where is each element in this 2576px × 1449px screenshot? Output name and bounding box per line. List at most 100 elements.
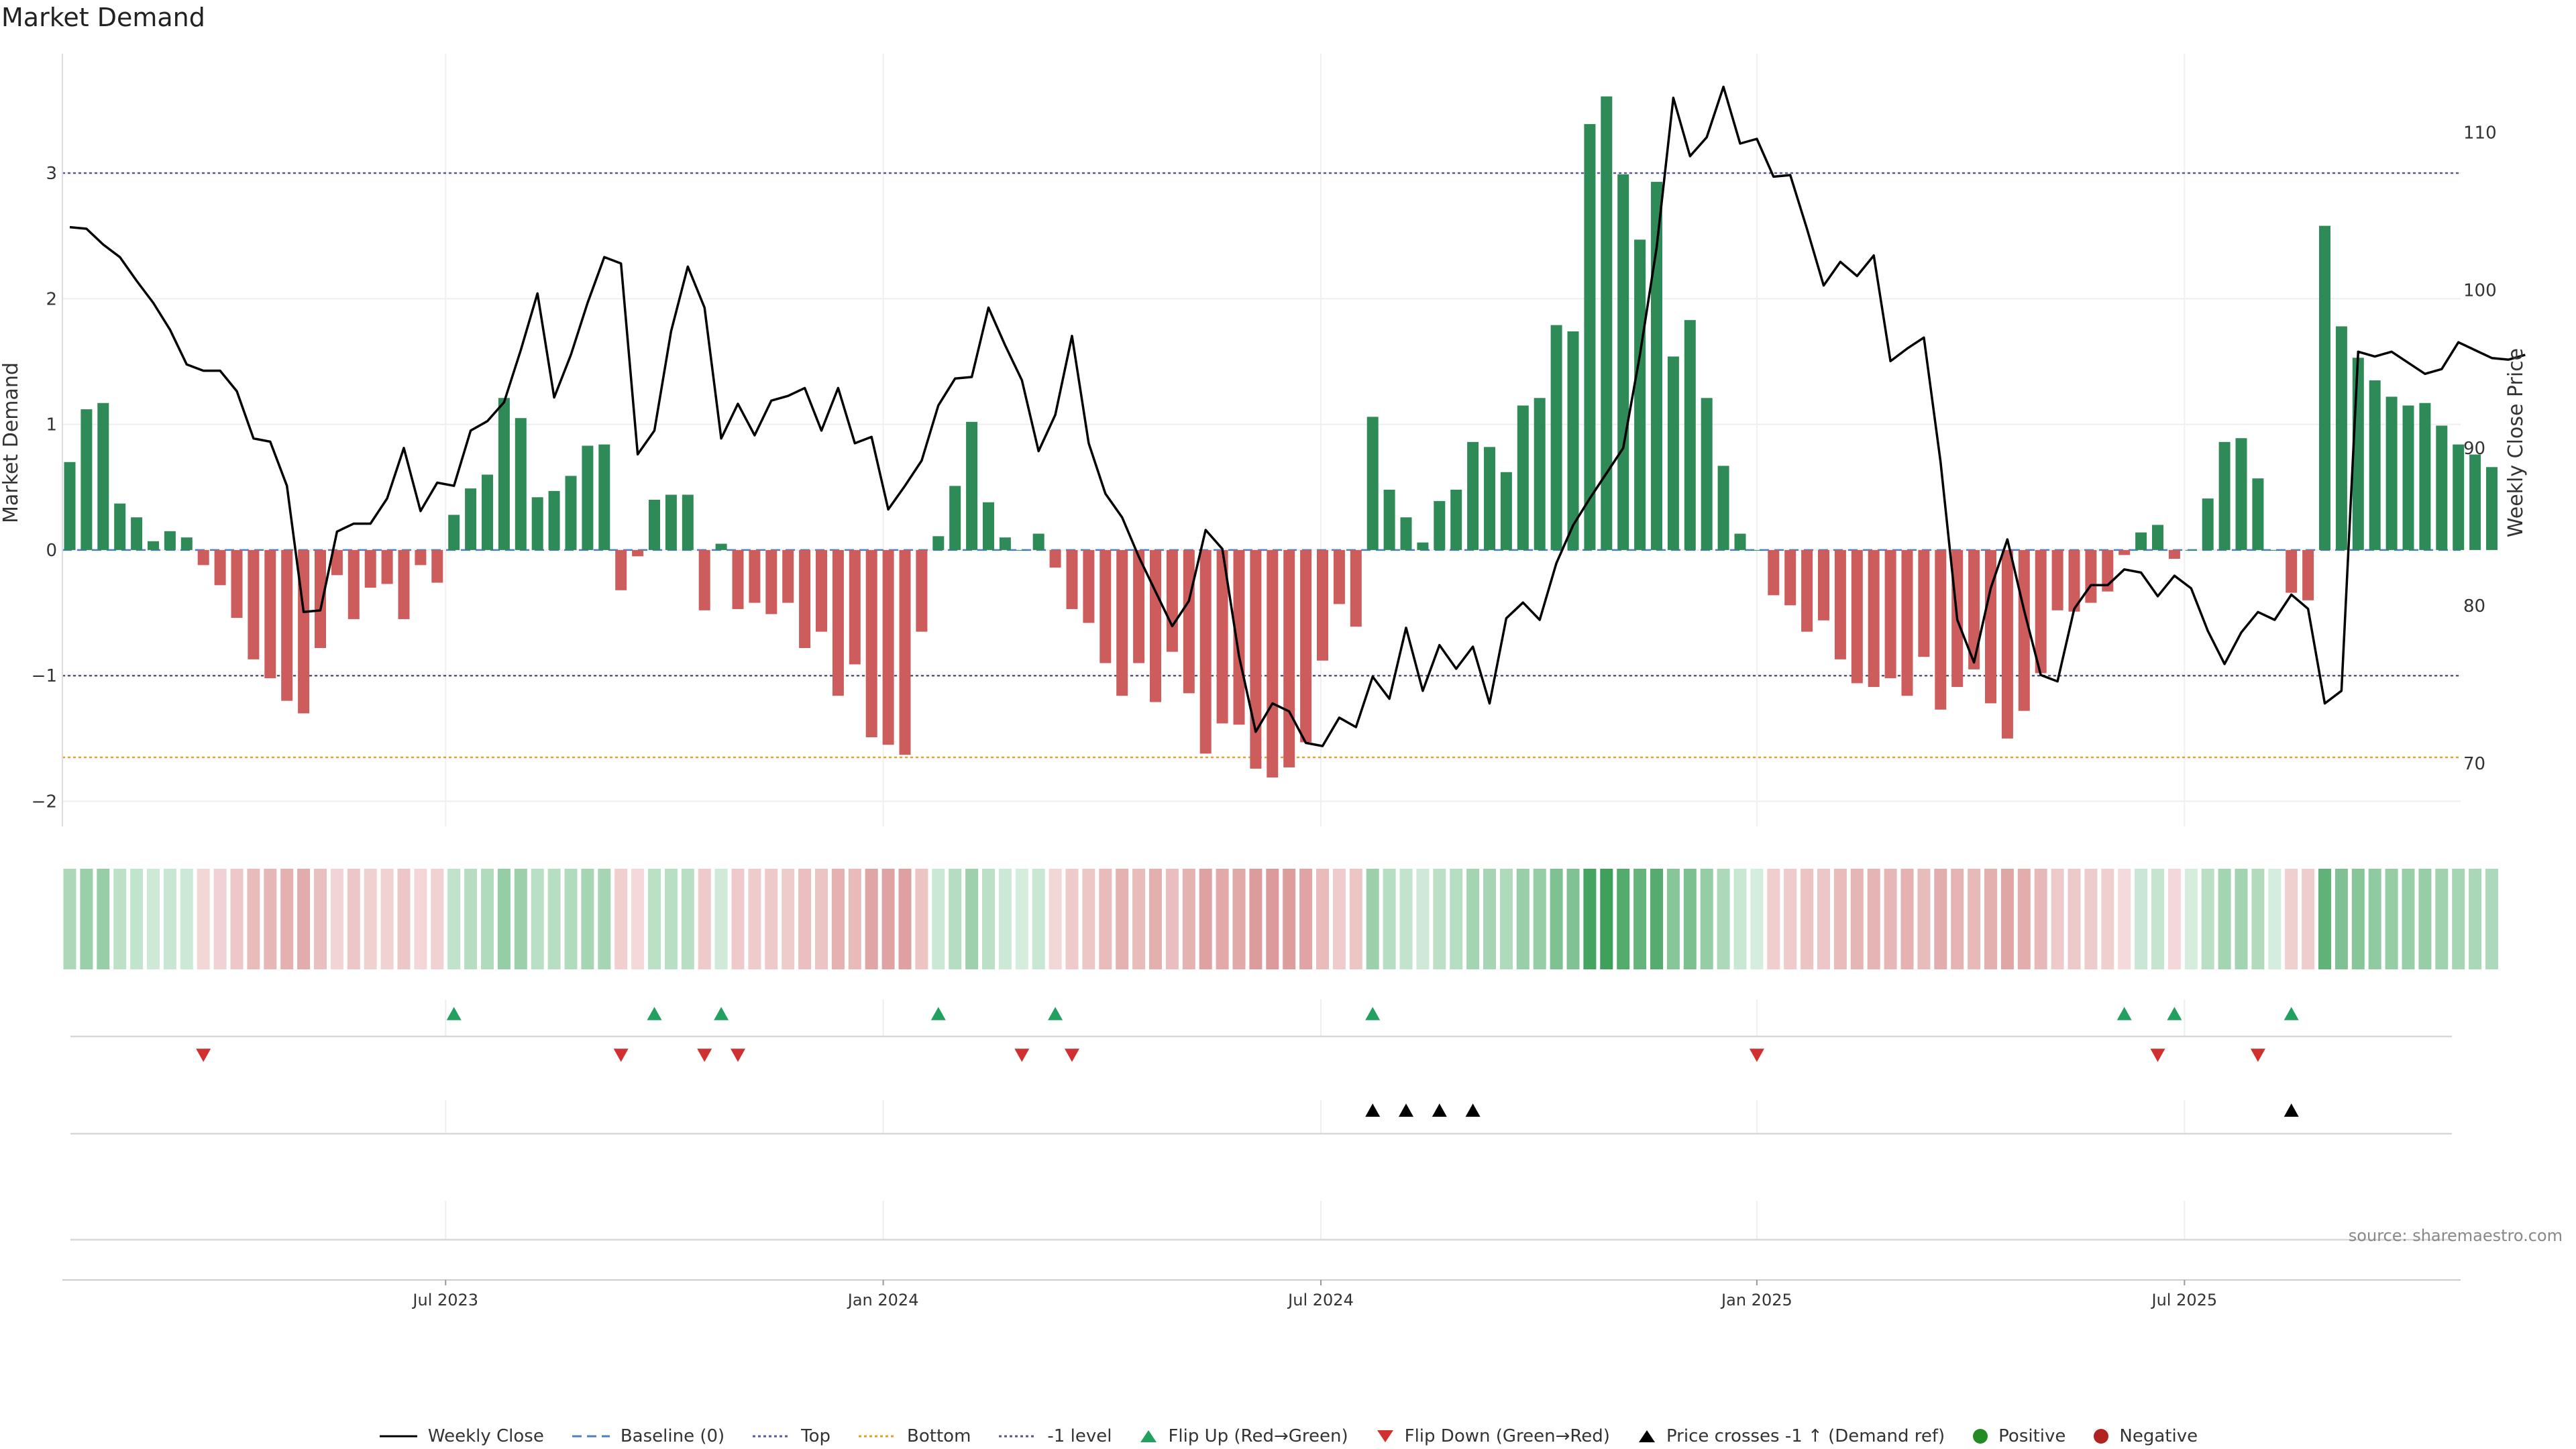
y-axis-label: Market Demand: [0, 362, 23, 523]
heat-cell: [414, 869, 427, 969]
y2-tick-label: 90: [2463, 439, 2485, 459]
heat-cell: [213, 869, 227, 969]
flip-up-marker: [930, 1007, 946, 1020]
heat-cell: [2167, 869, 2181, 969]
heat-cell: [982, 869, 995, 969]
demand-bars: [64, 96, 2498, 777]
heat-cell: [949, 869, 962, 969]
heat-cell: [998, 869, 1012, 969]
demand-bar-negative: [1049, 549, 1061, 568]
heat-cell: [1399, 869, 1413, 969]
demand-bar-negative: [281, 549, 293, 701]
heat-cell: [598, 869, 611, 969]
demand-bar-positive: [465, 488, 477, 550]
heat-cell: [2084, 869, 2098, 969]
demand-bar-positive: [2152, 525, 2163, 550]
demand-bar-positive: [482, 474, 493, 550]
demand-bar-negative: [849, 549, 861, 665]
heat-cell: [648, 869, 661, 969]
demand-bar-negative: [882, 549, 894, 745]
legend-label: Flip Up (Red→Green): [1168, 1426, 1348, 1446]
heat-cell: [1349, 869, 1362, 969]
demand-bar-negative: [2286, 549, 2298, 593]
demand-bar-negative: [1968, 549, 1980, 669]
heat-cell: [1032, 869, 1045, 969]
heat-cell: [1600, 869, 1613, 969]
heat-cell: [1833, 869, 1847, 969]
demand-bar-positive: [1450, 489, 1462, 550]
demand-bar-positive: [565, 476, 577, 550]
demand-bar-positive: [2269, 549, 2281, 551]
demand-bar-positive: [1434, 500, 1446, 550]
demand-bar-negative: [2302, 549, 2314, 600]
y-tick-label: 3: [46, 164, 57, 184]
heat-cell: [147, 869, 160, 969]
y2-tick-label: 70: [2463, 754, 2485, 774]
y2-tick-label: 100: [2463, 281, 2497, 301]
y-tick-label: 2: [46, 289, 57, 309]
demand-bar-negative: [2001, 549, 2013, 739]
demand-bar-negative: [1884, 549, 1896, 678]
demand-bar-positive: [1751, 549, 1763, 551]
flip-down-marker: [2150, 1049, 2165, 1062]
heat-cell: [2452, 869, 2465, 969]
heat-cell: [631, 869, 645, 969]
demand-bar-positive: [999, 537, 1011, 550]
heat-cell: [1065, 869, 1079, 969]
demand-bar-positive: [64, 462, 76, 550]
demand-bar-positive: [1400, 517, 1412, 550]
heat-cell: [2485, 869, 2498, 969]
legend-item-weekly-close: Weekly Close: [378, 1426, 544, 1446]
heat-cell: [330, 869, 343, 969]
demand-bar-negative: [865, 549, 877, 738]
legend-item-price-cross: Price crosses -1 ↑ (Demand ref): [1637, 1426, 1945, 1446]
demand-bar-negative: [264, 549, 276, 678]
demand-bar-negative: [2085, 549, 2097, 603]
heat-cell: [364, 869, 377, 969]
heat-cell: [2118, 869, 2131, 969]
heat-cell: [1483, 869, 1496, 969]
triangle-up-icon: [1140, 1430, 1157, 1442]
weekly-close-line: [69, 85, 2526, 747]
demand-bar-negative: [2168, 549, 2180, 559]
demand-bar-positive: [1383, 489, 1395, 550]
demand-bar-negative: [214, 549, 226, 586]
heat-cell: [1867, 869, 1880, 969]
demand-bar-positive: [2486, 467, 2498, 550]
heat-cell: [497, 869, 511, 969]
demand-bar-negative: [1868, 549, 1880, 688]
heat-cell: [1116, 869, 1129, 969]
legend-label: Flip Down (Green→Red): [1404, 1426, 1610, 1446]
demand-bar-positive: [1717, 466, 1729, 550]
demand-bar-positive: [1366, 417, 1379, 550]
demand-bar-positive: [2453, 444, 2465, 550]
x-tick-label: Jul 2023: [411, 1291, 478, 1309]
demand-bar-positive: [2419, 402, 2431, 550]
heat-cell: [2068, 869, 2081, 969]
heat-cell: [698, 869, 711, 969]
demand-bar-negative: [2018, 549, 2030, 711]
heat-cell: [2051, 869, 2064, 969]
x-tick-label: Jul 2024: [1287, 1291, 1354, 1309]
price-cross-marker: [1365, 1104, 1381, 1117]
heat-cell: [2302, 869, 2315, 969]
heat-cell: [280, 869, 294, 969]
demand-bar-positive: [180, 537, 193, 550]
heat-cell: [1533, 869, 1546, 969]
demand-bar-positive: [548, 490, 560, 550]
heat-cell: [97, 869, 110, 969]
heat-cell: [531, 869, 544, 969]
axes: 3 2 1 0 −1 −2 110 100 90 80 70 Jul 2023 Jan 2024 Jul …: [32, 54, 2497, 1309]
heat-cell: [2285, 869, 2298, 969]
demand-bar-positive: [949, 486, 961, 550]
heat-cell: [1583, 869, 1597, 969]
heat-cell: [1416, 869, 1430, 969]
heat-cell: [2368, 869, 2381, 969]
demand-bar-positive: [148, 541, 159, 550]
demand-bar-positive: [2335, 326, 2347, 550]
price-cross-marker: [2284, 1104, 2299, 1117]
demand-bar-positive: [2402, 405, 2414, 550]
heat-cell: [681, 869, 694, 969]
heat-cell: [2469, 869, 2482, 969]
